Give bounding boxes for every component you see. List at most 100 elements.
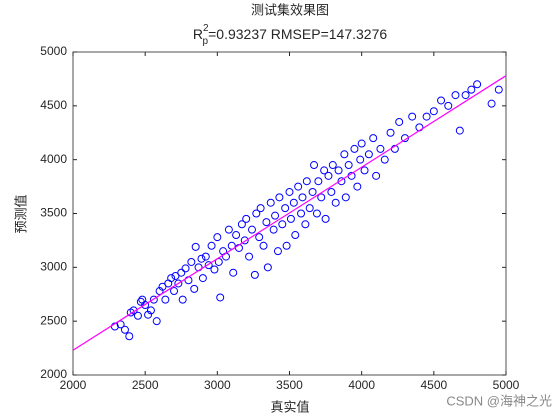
point bbox=[240, 236, 249, 245]
point bbox=[422, 112, 431, 121]
point bbox=[245, 252, 254, 261]
point bbox=[201, 252, 210, 261]
point bbox=[237, 220, 246, 229]
point bbox=[161, 295, 170, 304]
point bbox=[190, 284, 199, 293]
point bbox=[437, 96, 446, 105]
point bbox=[133, 311, 142, 320]
point bbox=[395, 117, 404, 126]
x-tick-label: 5000 bbox=[493, 378, 520, 392]
watermark: CSDN @海神之光 bbox=[446, 393, 552, 408]
point bbox=[278, 220, 287, 229]
y-tick-label: 3000 bbox=[40, 260, 67, 274]
point bbox=[229, 268, 238, 277]
point bbox=[152, 317, 161, 326]
point bbox=[247, 225, 256, 234]
y-axis-label: 预测值 bbox=[13, 194, 28, 233]
point bbox=[298, 193, 307, 202]
point bbox=[275, 193, 284, 202]
point bbox=[321, 214, 330, 223]
point bbox=[364, 150, 373, 159]
point bbox=[451, 91, 460, 100]
point bbox=[444, 101, 453, 110]
point bbox=[320, 166, 329, 175]
y-tick-label: 5000 bbox=[40, 44, 67, 58]
point bbox=[256, 204, 265, 213]
x-tick-label: 4500 bbox=[420, 378, 447, 392]
chart-subtitle: R2 p=0.93237 RMSEP=147.3276 bbox=[193, 23, 387, 47]
point bbox=[324, 171, 333, 180]
point bbox=[216, 293, 225, 302]
x-tick-label: 2000 bbox=[60, 378, 87, 392]
point bbox=[242, 214, 251, 223]
point bbox=[289, 198, 298, 207]
point bbox=[282, 241, 291, 250]
point bbox=[455, 126, 464, 135]
point bbox=[198, 274, 207, 283]
point bbox=[308, 187, 317, 196]
point bbox=[232, 231, 241, 240]
point bbox=[125, 332, 134, 341]
point bbox=[467, 85, 476, 94]
point bbox=[167, 274, 176, 283]
point bbox=[341, 193, 350, 202]
point bbox=[327, 187, 336, 196]
point bbox=[360, 166, 369, 175]
point bbox=[302, 177, 311, 186]
point bbox=[357, 139, 366, 148]
point bbox=[191, 242, 200, 251]
point bbox=[305, 204, 314, 213]
point bbox=[146, 306, 155, 315]
point bbox=[376, 144, 385, 153]
point bbox=[204, 261, 213, 270]
x-tick-label: 3000 bbox=[204, 378, 231, 392]
point bbox=[141, 301, 150, 310]
point bbox=[285, 187, 294, 196]
point bbox=[372, 171, 381, 180]
point bbox=[144, 310, 153, 319]
subtitle-sub: p bbox=[203, 36, 209, 47]
point bbox=[310, 161, 319, 170]
x-tick-label: 2500 bbox=[132, 378, 159, 392]
point bbox=[252, 209, 261, 218]
x-tick-label: 3500 bbox=[276, 378, 303, 392]
point bbox=[281, 204, 290, 213]
point bbox=[116, 320, 125, 329]
x-tick-label: 4000 bbox=[348, 378, 375, 392]
point bbox=[269, 225, 278, 234]
x-axis-label: 真实值 bbox=[270, 399, 309, 414]
point bbox=[353, 182, 362, 191]
point bbox=[312, 209, 321, 218]
point bbox=[429, 107, 438, 116]
subtitle-sup: 2 bbox=[203, 23, 209, 34]
point bbox=[331, 198, 340, 207]
point bbox=[120, 325, 129, 334]
y-tick-label: 4500 bbox=[40, 98, 67, 112]
y-tick-label: 2000 bbox=[40, 367, 67, 381]
point bbox=[356, 155, 365, 164]
point bbox=[250, 270, 259, 279]
point bbox=[255, 233, 264, 242]
point bbox=[317, 193, 326, 202]
fit-line bbox=[72, 75, 507, 351]
point bbox=[286, 214, 295, 223]
point bbox=[291, 231, 300, 240]
point bbox=[334, 166, 343, 175]
point bbox=[174, 279, 183, 288]
point bbox=[197, 254, 206, 263]
point bbox=[273, 247, 282, 256]
point bbox=[408, 112, 417, 121]
point bbox=[297, 209, 306, 218]
point bbox=[207, 241, 216, 250]
subtitle-rest: =0.93237 RMSEP=147.3276 bbox=[208, 26, 387, 42]
point bbox=[187, 257, 196, 266]
point bbox=[259, 241, 268, 250]
point bbox=[340, 150, 349, 159]
point bbox=[380, 155, 389, 164]
point bbox=[328, 161, 337, 170]
chart-title: 测试集效果图 bbox=[251, 2, 329, 17]
point bbox=[266, 198, 275, 207]
point bbox=[210, 265, 219, 274]
point bbox=[213, 233, 222, 242]
